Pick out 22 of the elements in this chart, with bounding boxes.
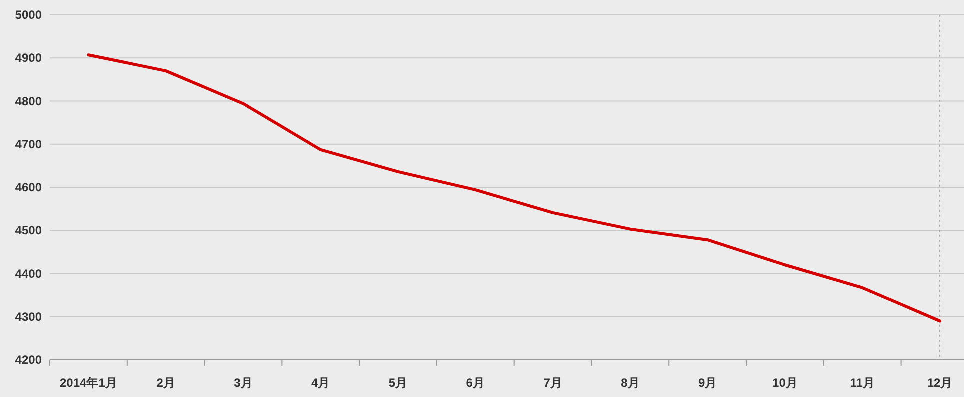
x-tick-label: 4月 bbox=[312, 376, 330, 390]
x-tick-label: 5月 bbox=[388, 376, 408, 390]
x-tick-label: 6月 bbox=[466, 376, 485, 390]
y-tick-label: 4800 bbox=[15, 94, 42, 108]
x-tick-label: 9月 bbox=[698, 376, 718, 390]
line-series bbox=[87, 54, 942, 323]
y-tick-label: 5000 bbox=[15, 8, 42, 22]
y-tick-label: 4900 bbox=[15, 51, 42, 66]
x-tick-label: 10月 bbox=[772, 376, 798, 390]
x-tick-label: 8月 bbox=[621, 376, 640, 390]
y-tick-label: 4700 bbox=[15, 137, 42, 152]
x-tick-label: 2014年1月 bbox=[60, 376, 118, 390]
x-tick-label: 7月 bbox=[544, 376, 562, 390]
y-tick-label: 4600 bbox=[15, 180, 42, 194]
x-tick-label: 11月 bbox=[850, 376, 875, 390]
x-tick-label: 12月 bbox=[927, 376, 953, 390]
y-tick-label: 4400 bbox=[15, 266, 42, 281]
y-tick-label: 4500 bbox=[15, 224, 42, 238]
x-tick-label: 2月 bbox=[156, 376, 176, 390]
y-tick-label: 4200 bbox=[15, 353, 42, 367]
x-tick-label: 3月 bbox=[234, 376, 253, 390]
y-tick-label: 4300 bbox=[15, 310, 42, 324]
